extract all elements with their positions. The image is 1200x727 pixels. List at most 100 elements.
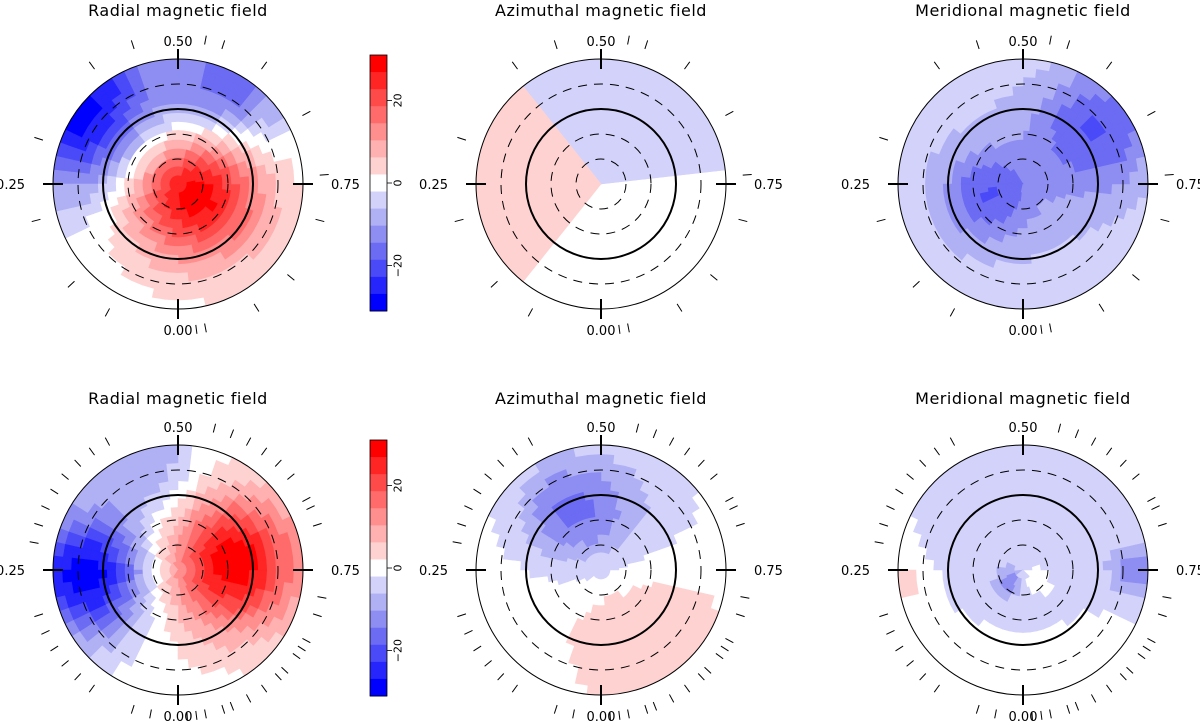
phase-tick (297, 645, 306, 652)
map-cell (587, 67, 602, 78)
map-cell (600, 112, 610, 123)
map-cell (600, 94, 612, 105)
map-title: Radial magnetic field (88, 389, 268, 408)
phase-tick (572, 709, 575, 719)
colorbar-tick-label: −20 (392, 254, 405, 277)
phase-tick (457, 136, 467, 141)
phase-tick (245, 437, 252, 446)
map-cell (600, 676, 615, 687)
phase-label-4: 0.75 (1176, 178, 1200, 193)
phase-tick (457, 613, 467, 618)
map-cell (1022, 533, 1028, 544)
map-cell (106, 183, 117, 193)
phase-label-4: 0.75 (754, 178, 783, 193)
latitude-circle-1 (152, 544, 204, 596)
map-cell (177, 533, 183, 544)
map-cell (502, 172, 513, 185)
map-cell (284, 556, 295, 571)
colorbar-band (370, 208, 387, 227)
colorbar-band (370, 644, 387, 663)
phase-tick (975, 704, 980, 714)
map-cell (141, 565, 152, 571)
latitude-circle-1 (152, 158, 204, 210)
map-cell (1015, 622, 1024, 633)
map-cell (1008, 59, 1024, 70)
phase-tick (697, 459, 705, 467)
latitude-circle-2 (127, 519, 229, 621)
phase-tick (497, 459, 505, 467)
phase-tick (302, 110, 311, 117)
map-cell (1058, 569, 1068, 576)
map-cell (1120, 183, 1131, 197)
phase-tick (735, 613, 745, 618)
phase-tick (302, 637, 311, 644)
phase-tick (261, 684, 268, 693)
map-cell (213, 460, 229, 474)
map-cell (589, 85, 602, 96)
phase-tick (740, 596, 750, 599)
map-cell (292, 555, 303, 571)
colorbar-tick-label: 20 (392, 93, 405, 107)
phase-tick (725, 637, 734, 644)
phase-tick (1057, 423, 1062, 433)
map-cell (79, 172, 90, 185)
map-cell (589, 471, 602, 482)
map-cell (177, 507, 186, 518)
map-cell (906, 569, 917, 584)
polar-map-panel-4: Radial magnetic field 0.00 0.25 0.50 0.75 (0, 389, 360, 725)
phase-tick (511, 61, 518, 70)
map-cell (511, 173, 522, 185)
map-cell (177, 147, 183, 158)
map-cell (1009, 290, 1024, 301)
map-cell (166, 471, 179, 482)
phase-tick (1157, 613, 1167, 618)
map-cell (88, 569, 99, 581)
phase-tick (553, 40, 558, 50)
equator-circle (525, 108, 677, 260)
map-cell (1008, 298, 1024, 309)
map-cell (1016, 228, 1024, 238)
latitude-circle-3 (77, 83, 279, 285)
phase-tick (104, 437, 111, 446)
colorbar-band (370, 576, 387, 595)
map-cells (487, 445, 720, 695)
map-title: Radial magnetic field (88, 1, 268, 20)
phase-tick (1049, 35, 1052, 45)
phase-tick (975, 40, 980, 50)
map-cell (913, 519, 927, 535)
map-cell (173, 596, 179, 607)
map-cell (165, 76, 179, 87)
map-cell (266, 183, 277, 196)
map-cell (557, 577, 568, 586)
map-cell (951, 183, 962, 193)
phase-tick (484, 660, 492, 667)
phase-tick (29, 541, 39, 544)
polar-map-panel-2: Azimuthal magnetic field 0.00 0.25 0.50 0.75 (419, 1, 783, 339)
colorbar-band (370, 661, 387, 680)
map-cell (70, 183, 81, 197)
phase-tick (742, 174, 752, 176)
phase-tick (879, 522, 889, 527)
map-cell (213, 569, 223, 576)
map-cell (257, 173, 268, 185)
map-cell (1014, 112, 1024, 123)
map-cell (151, 288, 167, 300)
phase-tick (149, 709, 152, 719)
phase-tick (229, 429, 235, 439)
polar-map-panel-5: Azimuthal magnetic field 0.00 0.25 0.50 0.75 (419, 389, 783, 725)
map-cell (1102, 569, 1113, 581)
map-cell (1137, 183, 1148, 199)
map-cell (593, 622, 602, 633)
phase-tick (195, 710, 198, 720)
map-cell (1022, 480, 1034, 491)
map-cell (600, 649, 612, 660)
map-cell (600, 631, 610, 642)
latitude-circle-3 (77, 469, 279, 671)
map-cell (70, 569, 81, 583)
latitude-circle-3 (922, 469, 1124, 671)
map-cell (239, 569, 250, 579)
phase-tick (704, 666, 712, 674)
map-cell (1012, 263, 1024, 274)
map-cell (106, 569, 117, 579)
phase-tick (88, 447, 95, 456)
